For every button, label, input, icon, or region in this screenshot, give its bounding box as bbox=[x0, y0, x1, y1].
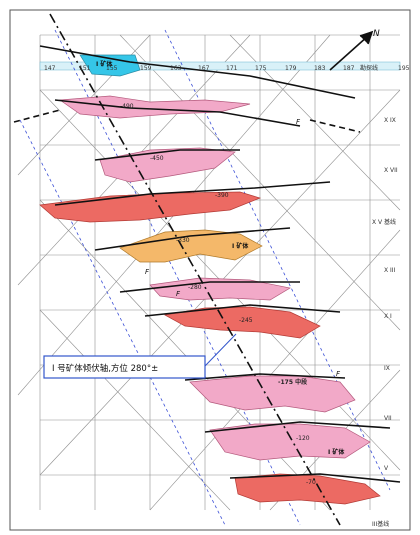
right-label: X IX bbox=[384, 117, 396, 124]
level-labels: -490 -450 -390 -330 -280 -245 -175 中段 -1… bbox=[120, 103, 316, 486]
ore-body-label: I 矿体 bbox=[232, 242, 249, 250]
top-tick: 175 bbox=[255, 65, 267, 72]
plunge-axis bbox=[49, 13, 341, 526]
level-label: -175 中段 bbox=[278, 378, 307, 386]
top-axis-label: 勘探线 bbox=[360, 64, 378, 72]
level-label: -330 bbox=[176, 237, 190, 244]
top-tick: 187 bbox=[343, 65, 355, 72]
fault-labels: F F F F bbox=[145, 118, 341, 378]
top-tick: 183 bbox=[314, 65, 326, 72]
right-label: X V 基线 bbox=[372, 218, 396, 226]
top-tick: 195 bbox=[398, 65, 410, 72]
ore-body-175 bbox=[189, 375, 356, 413]
fault-extensions bbox=[13, 109, 361, 133]
right-label: X I bbox=[384, 313, 392, 320]
top-tick: 147 bbox=[44, 65, 56, 72]
fault-label: F bbox=[296, 118, 301, 126]
ore-body-surface bbox=[79, 54, 141, 77]
ore-body-450 bbox=[99, 147, 236, 183]
north-arrow bbox=[329, 30, 374, 71]
callout-box bbox=[43, 355, 206, 379]
right-label: VII bbox=[384, 415, 392, 422]
right-labels: X IX X VII X V 基线 X III X I IX VII V III… bbox=[372, 117, 398, 528]
top-tick: 155 bbox=[106, 65, 118, 72]
survey-line-strip bbox=[39, 61, 401, 71]
top-tick: 151 bbox=[79, 65, 91, 72]
right-label: III基线 bbox=[372, 520, 389, 528]
level-label: -490 bbox=[120, 103, 134, 110]
fault-lines bbox=[39, 45, 401, 483]
ore-body-label: I 矿体 bbox=[328, 448, 345, 456]
level-label: -390 bbox=[215, 192, 229, 199]
ore-bodies bbox=[39, 54, 381, 505]
top-tick: 159 bbox=[140, 65, 152, 72]
ore-body-280 bbox=[149, 277, 291, 301]
ore-body-labels: I 矿体 I 矿体 I 矿体 bbox=[96, 60, 345, 456]
callout-text: I 号矿体倾伏轴,方位 280°± bbox=[52, 363, 158, 374]
top-tick: 171 bbox=[226, 65, 238, 72]
right-label: X III bbox=[384, 267, 396, 274]
level-label: -70 bbox=[306, 479, 316, 486]
level-label: -245 bbox=[239, 317, 253, 324]
right-label: X VII bbox=[384, 167, 398, 174]
callout-pointer bbox=[204, 333, 237, 367]
ore-body-label: I 矿体 bbox=[96, 60, 113, 68]
level-label: -280 bbox=[188, 284, 202, 291]
fault-label: F bbox=[176, 290, 181, 298]
right-label: IX bbox=[384, 365, 390, 372]
fault-label: F bbox=[145, 268, 150, 276]
top-tick: 179 bbox=[285, 65, 297, 72]
top-tick: 167 bbox=[198, 65, 210, 72]
ore-body-490 bbox=[59, 95, 251, 119]
level-label: -450 bbox=[150, 155, 164, 162]
top-tick: 163 bbox=[170, 65, 182, 72]
ore-body-330 bbox=[119, 229, 263, 263]
right-label: V bbox=[384, 465, 389, 472]
fault-label: F bbox=[336, 370, 341, 378]
level-label: -120 bbox=[296, 435, 310, 442]
top-tick-labels: 147 151 155 159 163 167 171 175 179 183 … bbox=[44, 65, 410, 72]
north-label: N bbox=[373, 29, 380, 39]
